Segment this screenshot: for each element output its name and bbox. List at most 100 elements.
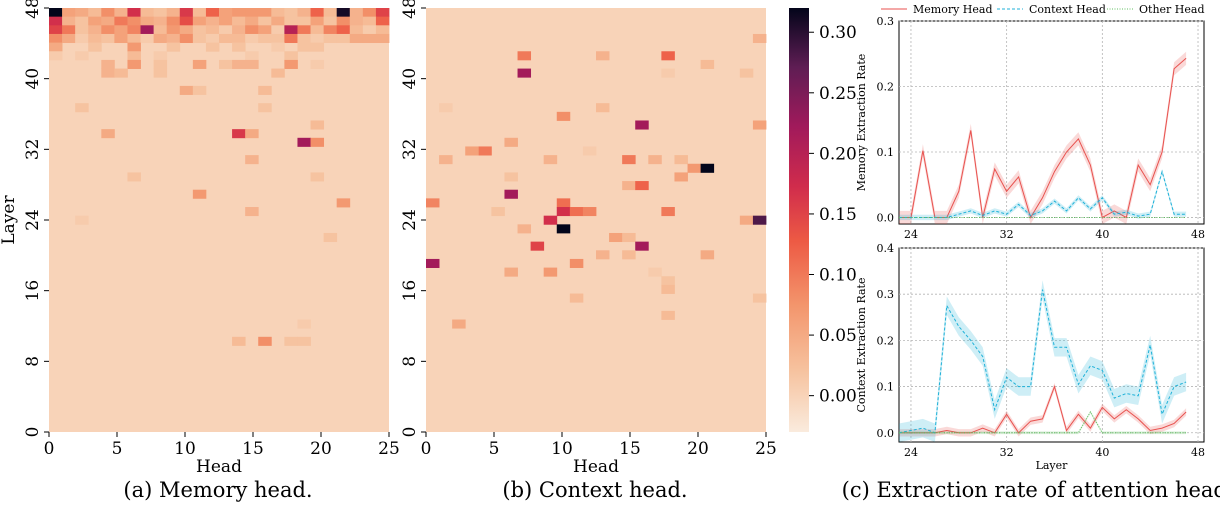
y-tick-label: 24: [23, 209, 43, 231]
heatmap-cell: [491, 207, 505, 217]
heatmap-cell: [465, 146, 479, 156]
heatmap-cell: [504, 267, 518, 277]
heatmap-cell: [543, 267, 558, 277]
heatmap-cell: [127, 8, 141, 18]
heatmap-cell: [258, 25, 272, 35]
y-tick-label: 48: [400, 0, 420, 19]
heatmap-cell: [661, 276, 675, 286]
heatmap-cell: [232, 33, 246, 44]
series-band-context: [899, 280, 1187, 442]
heatmap-cell: [245, 129, 259, 139]
heatmap-cell: [245, 59, 259, 69]
memory-head-heatmap: 0 5 10 15 20 25 0 8 16 24 32 40 48 Head Layer: [0, 0, 400, 477]
heatmap-cell: [310, 25, 325, 35]
y-tick-label: 8: [23, 356, 43, 367]
heatmap-cell: [219, 16, 233, 26]
heatmap-cell: [49, 51, 63, 61]
heatmap-cell: [284, 33, 298, 44]
heatmap-cell: [582, 207, 597, 217]
x-axis-label: Head: [196, 457, 242, 477]
heatmap-cell: [622, 250, 636, 260]
heatmap-cell: [284, 25, 298, 35]
heatmap-cell: [245, 51, 259, 61]
colorbar-tick-label: 0.25: [819, 84, 857, 104]
heatmap-cell: [349, 33, 364, 44]
heatmap-cell: [88, 16, 102, 26]
heatmap-cell: [336, 198, 351, 208]
heatmap-cell: [192, 85, 207, 95]
heatmap-cell: [49, 16, 63, 26]
heatmap-cell: [127, 172, 141, 182]
heatmap-cell: [661, 68, 675, 78]
heatmap-cell: [700, 250, 715, 260]
colorbar-tick-label: 0.00: [819, 387, 857, 407]
heatmap-cell: [310, 8, 325, 18]
heatmap-cell: [362, 33, 377, 44]
heatmap-cell: [336, 33, 351, 44]
heatmap-cell: [271, 16, 285, 26]
heatmap-cell: [219, 33, 233, 44]
heatmap-cell: [245, 155, 259, 165]
heatmap-cell: [258, 33, 272, 44]
heatmap-cell: [205, 16, 220, 26]
heatmap-cell: [478, 146, 492, 156]
heatmap-cell: [271, 68, 285, 78]
heatmap-cell: [556, 207, 571, 217]
heatmap-cell: [543, 215, 558, 225]
heatmap-cell: [687, 163, 702, 173]
heatmap-cell: [49, 25, 63, 35]
heatmap-cell: [635, 181, 649, 191]
heatmap-cell: [349, 8, 364, 18]
heatmap-cell: [258, 85, 272, 95]
heatmap-cell: [205, 42, 220, 52]
heatmap-cell: [310, 172, 325, 182]
heatmap-cell: [700, 59, 715, 69]
heatmap-cell: [62, 33, 76, 44]
heatmap-cell: [88, 8, 102, 18]
heatmap-cell: [127, 33, 141, 44]
heatmap-cell: [582, 146, 597, 156]
heatmap-cell: [258, 336, 272, 346]
heatmap-cell: [284, 8, 298, 18]
x-tick-label: 48: [1191, 446, 1205, 459]
series-band-memory: [899, 382, 1187, 437]
heatmap-cell: [127, 59, 141, 69]
heatmap-cell: [153, 33, 168, 44]
heatmap-cell: [569, 207, 584, 217]
heatmap-cell: [245, 8, 259, 18]
y-tick-label: 48: [23, 0, 43, 19]
heatmap-cell: [439, 155, 453, 165]
heatmap-cell: [504, 172, 518, 182]
heatmap-cell: [556, 224, 571, 234]
heatmap-cell: [114, 25, 128, 35]
heatmap-cell: [426, 258, 440, 268]
legend-label-other: Other Head: [1139, 3, 1205, 16]
heatmap-cell: [179, 25, 194, 35]
heatmap-cell: [219, 25, 233, 35]
heatmap-cell: [336, 25, 351, 35]
heatmap-cell: [504, 189, 518, 199]
context-head-heatmap: 0 5 10 15 20 25 0 8 16 24 32 40 48 Head: [400, 0, 777, 477]
x-tick-label: 15: [619, 439, 641, 459]
heatmap-cell: [114, 68, 128, 78]
heatmap-cell: [297, 8, 311, 18]
y-tick-label: 0.1: [877, 146, 895, 159]
caption-a: (a) Memory head.: [123, 478, 312, 502]
heatmap-cell: [271, 42, 285, 52]
heatmap-cell: [310, 120, 325, 130]
y-tick-label: 32: [23, 139, 43, 161]
series-line-context: [898, 289, 1187, 434]
y-axis-label: Memory Extraction Rate: [855, 54, 868, 192]
heatmap-cell: [258, 16, 272, 26]
x-axis-label: Layer: [1036, 459, 1069, 472]
heatmap-background: [426, 8, 766, 432]
x-tick-label: 0: [421, 439, 432, 459]
x-tick-label: 10: [174, 439, 196, 459]
heatmap-cell: [297, 319, 311, 329]
heatmap-cell: [219, 59, 233, 69]
heatmap-cell: [439, 103, 453, 113]
heatmap-cell: [75, 103, 89, 113]
heatmap-cell: [752, 33, 767, 44]
heatmap-cell: [179, 8, 194, 18]
x-tick-label: 25: [378, 439, 400, 459]
